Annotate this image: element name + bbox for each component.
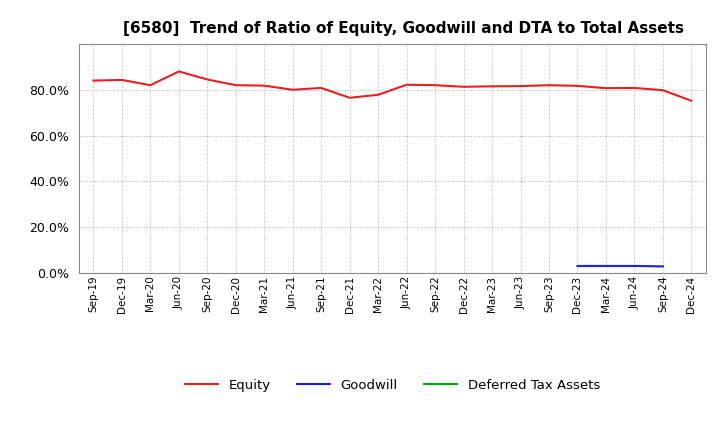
Goodwill xyxy=(573,263,582,268)
Line: Equity: Equity xyxy=(94,71,691,101)
Equity xyxy=(260,83,269,88)
Equity xyxy=(89,78,98,83)
Equity xyxy=(431,83,439,88)
Equity xyxy=(459,84,468,89)
Equity xyxy=(346,95,354,100)
Equity xyxy=(602,85,611,91)
Goodwill xyxy=(630,263,639,268)
Equity xyxy=(516,84,525,89)
Equity xyxy=(374,92,382,97)
Equity xyxy=(232,83,240,88)
Legend: Equity, Goodwill, Deferred Tax Assets: Equity, Goodwill, Deferred Tax Assets xyxy=(185,379,600,392)
Equity xyxy=(630,85,639,91)
Equity xyxy=(687,98,696,103)
Equity xyxy=(203,77,212,82)
Equity xyxy=(545,83,554,88)
Equity xyxy=(289,87,297,92)
Equity xyxy=(487,84,496,89)
Equity xyxy=(317,85,325,91)
Equity xyxy=(117,77,126,83)
Equity xyxy=(146,83,155,88)
Goodwill xyxy=(659,264,667,269)
Equity xyxy=(174,69,183,74)
Goodwill xyxy=(602,263,611,268)
Equity xyxy=(573,83,582,88)
Equity xyxy=(659,88,667,93)
Text: [6580]  Trend of Ratio of Equity, Goodwill and DTA to Total Assets: [6580] Trend of Ratio of Equity, Goodwil… xyxy=(123,21,684,36)
Equity xyxy=(402,82,411,88)
